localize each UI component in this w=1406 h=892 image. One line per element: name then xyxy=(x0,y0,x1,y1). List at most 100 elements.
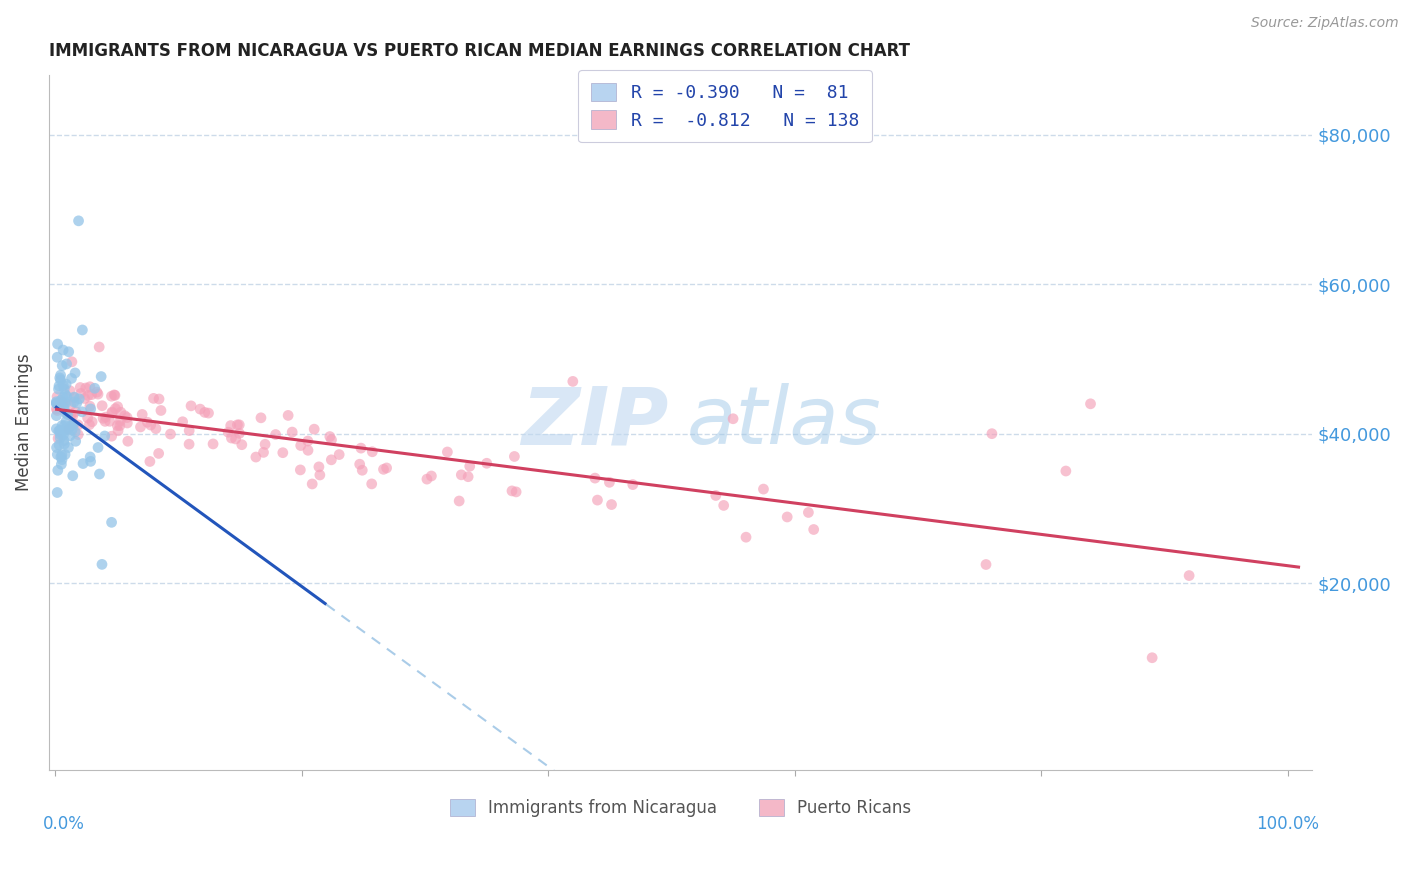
Point xyxy=(69,386,91,401)
Point xyxy=(82,415,104,429)
Point xyxy=(105,418,128,433)
Point xyxy=(59,398,82,412)
Point xyxy=(254,437,277,451)
Point xyxy=(297,443,319,458)
Point xyxy=(52,343,75,357)
Point xyxy=(503,450,526,464)
Point xyxy=(46,337,69,351)
Point xyxy=(436,445,458,459)
Point xyxy=(373,462,395,476)
Point xyxy=(53,437,76,451)
Point xyxy=(136,415,159,429)
Point xyxy=(66,396,89,410)
Point xyxy=(80,387,103,401)
Point xyxy=(59,418,82,433)
Point xyxy=(148,446,170,460)
Point xyxy=(53,418,76,433)
Point xyxy=(752,482,775,496)
Point xyxy=(100,516,122,530)
Point xyxy=(46,463,69,477)
Point xyxy=(49,424,72,438)
Point xyxy=(79,417,101,432)
Point xyxy=(67,214,90,228)
Point xyxy=(53,423,76,437)
Point xyxy=(45,441,67,455)
Point xyxy=(231,438,253,452)
Point xyxy=(91,558,114,572)
Point xyxy=(53,401,76,415)
Point xyxy=(87,441,110,455)
Point xyxy=(91,399,114,413)
Point xyxy=(290,438,312,452)
Point xyxy=(56,408,79,422)
Point xyxy=(139,454,162,468)
Point xyxy=(94,414,117,428)
Point xyxy=(65,434,87,449)
Point xyxy=(49,450,72,464)
Point xyxy=(63,366,86,380)
Point xyxy=(58,441,80,455)
Point xyxy=(219,418,242,433)
Point xyxy=(319,429,342,443)
Point xyxy=(449,494,471,508)
Point xyxy=(301,477,323,491)
Point xyxy=(49,431,72,445)
Point xyxy=(55,357,77,371)
Point xyxy=(69,380,91,394)
Point xyxy=(62,418,84,433)
Point xyxy=(475,456,498,470)
Point xyxy=(45,409,67,423)
Point xyxy=(600,498,623,512)
Point xyxy=(980,426,1002,441)
Point xyxy=(59,409,82,423)
Point xyxy=(375,461,398,475)
Point xyxy=(51,458,73,472)
Point xyxy=(45,401,67,416)
Text: Source: ZipAtlas.com: Source: ZipAtlas.com xyxy=(1251,16,1399,30)
Point xyxy=(149,403,172,417)
Point xyxy=(110,414,132,428)
Point xyxy=(180,399,202,413)
Y-axis label: Median Earnings: Median Earnings xyxy=(15,353,32,491)
Point xyxy=(46,351,69,365)
Point xyxy=(108,418,131,433)
Point xyxy=(51,452,73,467)
Point xyxy=(46,398,69,412)
Point xyxy=(505,484,527,499)
Point xyxy=(79,454,101,468)
Point xyxy=(60,355,83,369)
Point xyxy=(302,422,325,436)
Point xyxy=(101,405,124,419)
Point xyxy=(561,375,583,389)
Point xyxy=(179,424,201,438)
Point xyxy=(46,448,69,462)
Point xyxy=(58,344,80,359)
Point xyxy=(501,483,523,498)
Point xyxy=(79,399,101,413)
Point xyxy=(457,469,479,483)
Point xyxy=(352,463,374,477)
Text: 100.0%: 100.0% xyxy=(1256,815,1319,833)
Point xyxy=(75,381,97,395)
Point xyxy=(117,416,139,430)
Point xyxy=(159,427,181,442)
Point xyxy=(360,476,382,491)
Point xyxy=(55,406,77,420)
Point xyxy=(114,409,136,423)
Point xyxy=(194,405,217,419)
Point xyxy=(713,499,735,513)
Point xyxy=(107,424,129,438)
Point xyxy=(145,421,167,435)
Point xyxy=(117,434,139,449)
Point xyxy=(1080,397,1102,411)
Point xyxy=(450,467,472,482)
Point xyxy=(63,395,86,409)
Point xyxy=(281,425,304,439)
Point xyxy=(53,395,76,409)
Point xyxy=(51,448,73,462)
Point xyxy=(51,425,73,439)
Point xyxy=(45,394,67,409)
Point xyxy=(45,396,67,410)
Point xyxy=(52,391,75,405)
Point xyxy=(63,390,86,404)
